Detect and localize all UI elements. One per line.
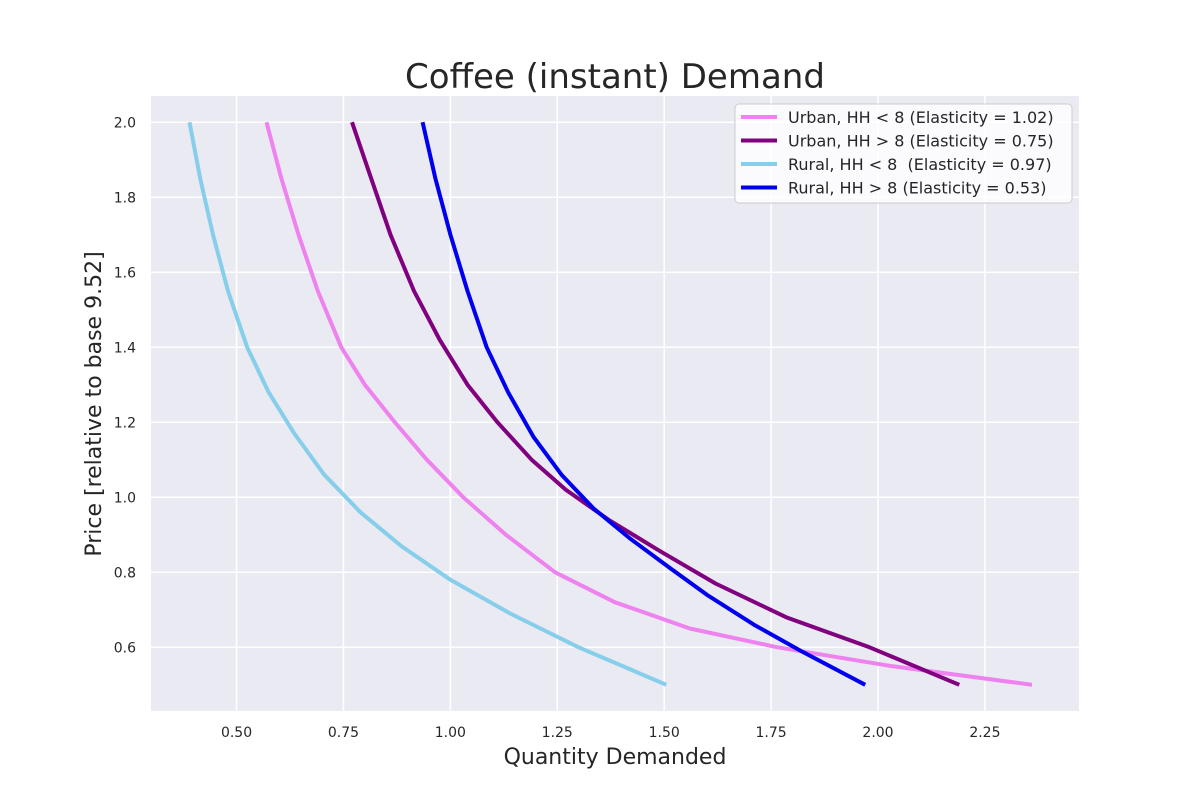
y-tick-label: 0.6 [114,640,136,656]
x-tick-label: 2.25 [969,725,1000,741]
y-tick-label: 2.0 [114,115,136,131]
x-tick-label: 0.50 [221,725,252,741]
chart-title: Coffee (instant) Demand [405,57,825,97]
y-tick-label: 1.2 [114,415,136,431]
y-tick-label: 1.6 [114,265,136,281]
x-axis-label: Quantity Demanded [504,745,727,770]
x-tick-label: 1.50 [649,725,680,741]
y-axis-label: Price [relative to base 9.52] [82,251,107,556]
series-line-2 [350,121,961,687]
legend-label: Rural, HH > 8 (Elasticity = 0.53) [788,179,1047,198]
x-tick-label: 1.25 [542,725,573,741]
series-line-3 [187,121,668,687]
y-tick-label: 1.0 [114,490,136,506]
legend-label: Urban, HH > 8 (Elasticity = 0.75) [788,132,1054,151]
legend-items: Urban, HH < 8 (Elasticity = 1.02) Urban, … [741,108,1054,198]
legend-box [734,103,1073,204]
x-tick-labels: 0.50 0.75 1.00 1.25 1.50 1.75 2.00 2.25 [221,725,1001,741]
y-tick-label: 1.4 [114,340,136,356]
x-tick-label: 1.75 [756,725,787,741]
legend-label: Urban, HH < 8 (Elasticity = 1.02) [788,108,1054,127]
series-line-4 [420,121,867,687]
legend-label: Rural, HH < 8 (Elasticity = 0.97) [788,155,1052,174]
series-line-1 [264,121,1033,687]
x-tick-label: 1.00 [435,725,466,741]
legend: Urban, HH < 8 (Elasticity = 1.02) Urban, … [734,103,1073,204]
y-tick-label: 0.8 [114,565,136,581]
y-tick-label: 1.8 [114,190,136,206]
y-tick-labels: 0.6 0.8 1.0 1.2 1.4 1.6 1.8 2.0 [114,115,136,656]
x-tick-label: 0.75 [328,725,359,741]
x-tick-label: 2.00 [862,725,893,741]
series-layer [187,121,1033,687]
